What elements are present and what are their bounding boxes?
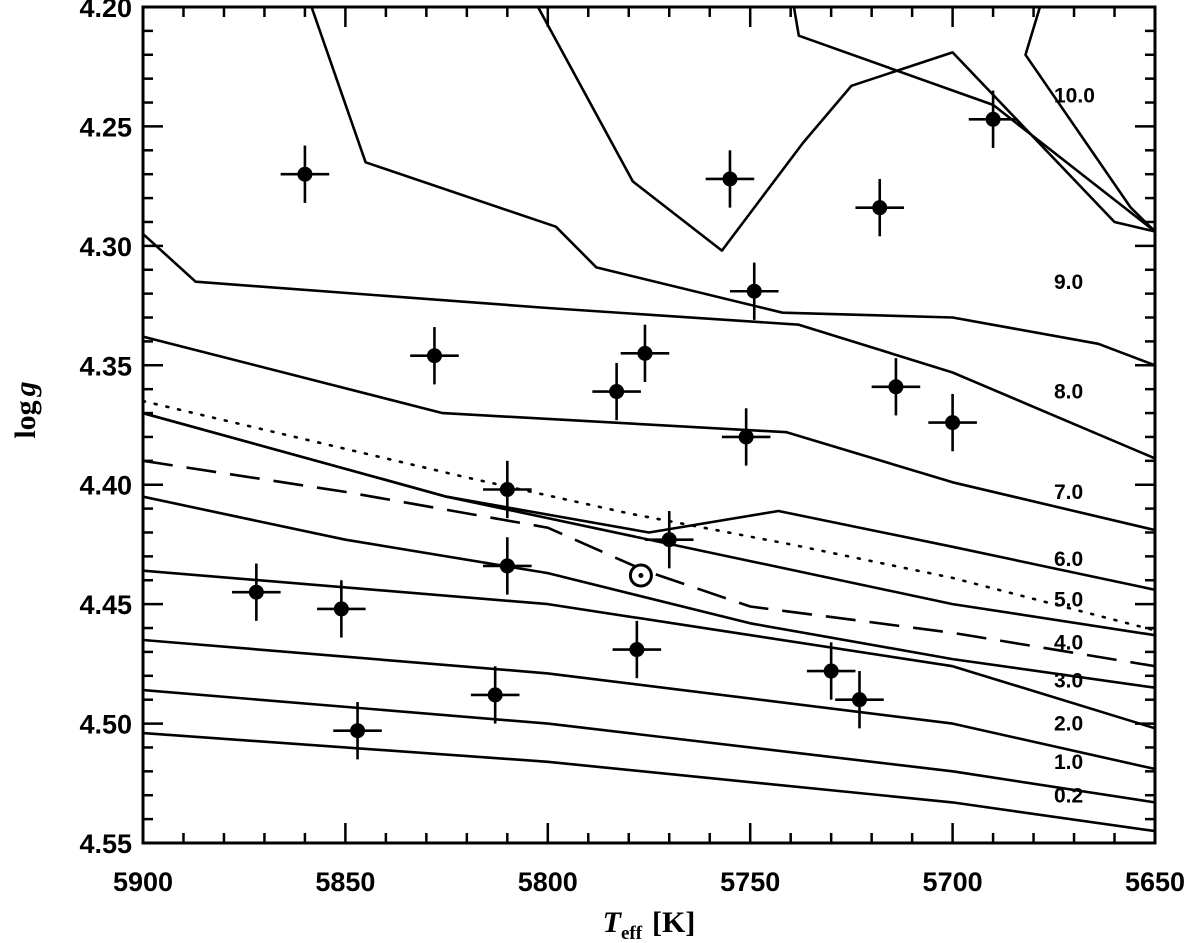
isochrone-label: 1.0 [1054, 751, 1083, 774]
isochrone-label: 7.0 [1054, 481, 1083, 504]
x-axis-title: Teff [K] [603, 906, 696, 943]
isochrone-line [143, 569, 1155, 730]
star-point [722, 171, 738, 187]
star-points [232, 90, 1018, 760]
star-point [945, 415, 961, 431]
isochrone-label: 5.0 [1054, 589, 1083, 612]
star-point [888, 379, 904, 395]
isochrone-line [143, 688, 1155, 804]
isochrone-label: 9.0 [1054, 271, 1083, 294]
isochrone-label: 2.0 [1054, 713, 1083, 736]
sun-symbol-dot [638, 572, 644, 578]
star-point [297, 166, 313, 182]
isochrone-label: 0.2 [1054, 784, 1083, 807]
isochrone-line [536, 7, 1155, 252]
isochrone-line [143, 638, 1155, 771]
y-axis-prefix: log [9, 400, 42, 438]
star-point [487, 687, 503, 703]
isochrone-line [143, 232, 1155, 460]
star-point [609, 384, 625, 400]
y-tick-label: 4.45 [79, 590, 132, 620]
y-axis-title: log g [9, 381, 42, 438]
x-tick-label: 5650 [1125, 867, 1185, 897]
y-tick-label: 4.35 [79, 351, 132, 381]
x-tick-label: 5850 [315, 867, 375, 897]
star-point [333, 601, 349, 617]
star-point [738, 429, 754, 445]
x-tick-label: 5700 [923, 867, 983, 897]
star-point [851, 692, 867, 708]
dashed-curve [143, 459, 1155, 668]
x-axis-symbol: T [603, 906, 623, 939]
isochrone-line [143, 411, 1155, 592]
star-point [746, 283, 762, 299]
isochrone-label: 8.0 [1054, 381, 1083, 404]
x-tick-label: 5750 [720, 867, 780, 897]
isochrone-line [1024, 7, 1155, 233]
tick-labels: 5900 5850 5800 5750 5700 5650 4.20 4.25 4.30 4.35… [79, 0, 1185, 897]
isochrone-line [143, 411, 1155, 637]
plot-frame [141, 5, 1157, 845]
isochrone-label: 10.0 [1054, 85, 1095, 108]
star-point [661, 532, 677, 548]
isochrone-line [143, 335, 1155, 532]
star-point [637, 345, 653, 361]
star-point [985, 111, 1001, 127]
x-tick-label: 5900 [113, 867, 173, 897]
y-axis-symbol: g [9, 381, 42, 397]
plot-axes [141, 5, 1157, 845]
x-tick-label: 5800 [518, 867, 578, 897]
isochrone-line [143, 731, 1155, 833]
isochrone-label: 3.0 [1054, 670, 1083, 693]
y-tick-label: 4.25 [79, 112, 132, 142]
isochrone-label: 6.0 [1054, 548, 1083, 571]
star-point [499, 558, 515, 574]
isochrone-line [310, 7, 1155, 367]
isochrone-line [143, 495, 1155, 689]
y-tick-label: 4.40 [79, 471, 132, 501]
isochrone-label: 4.0 [1054, 632, 1083, 655]
star-point [872, 200, 888, 216]
dotted-curve [143, 399, 1155, 632]
x-axis-unit: [K] [652, 906, 695, 939]
y-tick-label: 4.55 [79, 829, 132, 859]
star-point [823, 663, 839, 679]
star-point [499, 481, 515, 497]
isochrone-labels: 0.2 1.0 2.0 3.0 4.0 5.0 6.0 7.0 8.0 9.0 10.0 [1054, 85, 1095, 808]
y-tick-label: 4.50 [79, 710, 132, 740]
star-point [426, 348, 442, 364]
star-point [350, 723, 366, 739]
star-point [629, 642, 645, 658]
x-axis-subscript: eff [621, 923, 643, 943]
isochrone-curves [143, 7, 1155, 833]
isochrone-line [792, 7, 1155, 233]
y-tick-label: 4.20 [79, 0, 132, 23]
star-point [248, 584, 264, 600]
y-tick-label: 4.30 [79, 232, 132, 262]
